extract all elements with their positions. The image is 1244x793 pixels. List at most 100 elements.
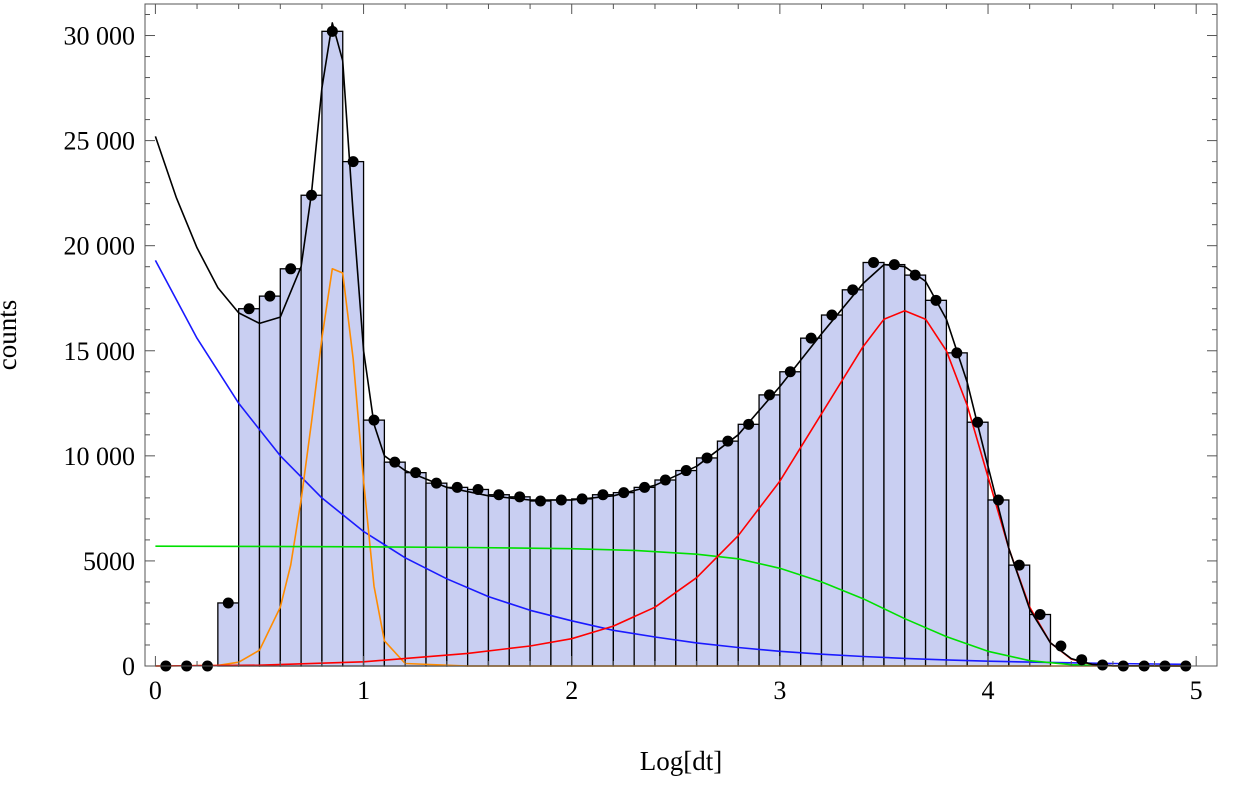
histogram-bar	[987, 499, 1010, 667]
histogram-bar	[841, 289, 864, 667]
histogram-bar	[924, 299, 948, 667]
histogram-bar	[695, 457, 719, 667]
data-point	[1034, 609, 1046, 621]
histogram-bar	[508, 496, 531, 667]
histogram-bar	[571, 498, 594, 667]
histogram-bar	[612, 491, 635, 667]
histogram-bar	[446, 486, 469, 667]
histogram-bar	[945, 352, 968, 667]
data-point	[805, 332, 817, 344]
data-point	[909, 269, 921, 281]
histogram-bar	[675, 469, 698, 667]
x-tick-label: 1	[357, 676, 370, 705]
x-tick-label: 3	[773, 676, 786, 705]
data-point	[347, 156, 359, 168]
data-point	[555, 494, 567, 506]
data-point	[534, 495, 546, 507]
data-point	[743, 418, 755, 430]
histogram-bar	[425, 482, 448, 667]
data-point	[1076, 654, 1088, 666]
data-point	[722, 435, 734, 447]
data-point	[368, 414, 380, 426]
histogram-bar	[591, 494, 614, 667]
fit-curve	[154, 22, 1186, 667]
histogram-bar	[800, 337, 823, 667]
fit-curve	[154, 260, 1186, 666]
histogram-bar	[529, 500, 552, 667]
y-tick-label: 20 000	[64, 232, 136, 261]
data-point	[514, 491, 526, 503]
data-points	[160, 25, 1192, 672]
data-point	[326, 25, 338, 37]
y-axis-label: counts	[0, 300, 22, 371]
histogram-bar	[383, 461, 406, 667]
data-point	[618, 487, 630, 499]
data-point	[576, 493, 588, 505]
x-tick-label: 2	[565, 676, 578, 705]
data-point	[1097, 659, 1109, 671]
data-point	[888, 259, 900, 271]
data-point	[680, 465, 692, 477]
axis-ticks	[145, 4, 1217, 667]
data-point	[784, 366, 796, 378]
data-point	[306, 189, 318, 201]
histogram-bar	[1029, 613, 1052, 667]
data-point	[639, 481, 651, 493]
data-point	[951, 347, 963, 359]
fit-curve	[155, 267, 1186, 667]
histogram-bar	[466, 488, 490, 667]
histogram-bar	[321, 30, 344, 667]
data-point	[992, 494, 1004, 506]
x-tick-label: 0	[149, 676, 162, 705]
data-point	[847, 284, 859, 296]
x-tick-labels: 0 1 2 3 4 5	[149, 676, 1203, 705]
fit-curves	[154, 22, 1186, 667]
y-tick-labels: 0 5000 10 000 15 000 20 000 25 000 30 000	[64, 22, 136, 681]
histogram-bar	[966, 421, 989, 667]
y-tick-label: 25 000	[64, 127, 136, 156]
data-point	[930, 294, 942, 306]
histogram-bar	[737, 423, 760, 667]
histogram-bar	[883, 263, 906, 667]
histogram-bar	[487, 494, 510, 667]
data-point	[222, 597, 234, 609]
data-point	[701, 452, 713, 464]
y-tick-label: 15 000	[64, 337, 136, 366]
y-tick-label: 10 000	[64, 442, 136, 471]
data-point	[472, 483, 484, 495]
histogram-bar	[300, 194, 323, 667]
histogram-bar	[217, 602, 240, 667]
histogram-bar	[404, 472, 427, 667]
histogram-bar	[820, 314, 843, 667]
data-point	[868, 256, 880, 268]
histogram-bar	[779, 371, 802, 667]
data-point	[826, 309, 838, 321]
y-tick-label: 30 000	[64, 22, 136, 51]
histogram-bar	[238, 308, 261, 667]
data-point	[597, 489, 609, 501]
histogram-bar	[904, 274, 927, 667]
data-point	[972, 416, 984, 428]
data-point	[659, 474, 671, 486]
data-point	[243, 303, 255, 315]
data-point	[264, 290, 276, 302]
x-axis-label: Log[dt]	[640, 746, 722, 776]
histogram-bars	[217, 30, 1052, 667]
data-point	[763, 389, 775, 401]
x-tick-label: 4	[982, 676, 995, 705]
data-point	[389, 456, 401, 468]
data-point	[451, 481, 463, 493]
y-tick-label: 0	[122, 652, 135, 681]
plot-frame	[144, 3, 1218, 667]
data-point	[1055, 640, 1067, 652]
y-tick-label: 5000	[83, 547, 135, 576]
data-point	[410, 467, 422, 479]
histogram-bar	[258, 295, 281, 667]
data-point	[1013, 559, 1025, 571]
data-point	[285, 263, 297, 275]
data-point	[493, 489, 505, 501]
x-tick-label: 5	[1190, 676, 1203, 705]
histogram-bar	[342, 160, 365, 667]
histogram-bar	[758, 394, 781, 667]
